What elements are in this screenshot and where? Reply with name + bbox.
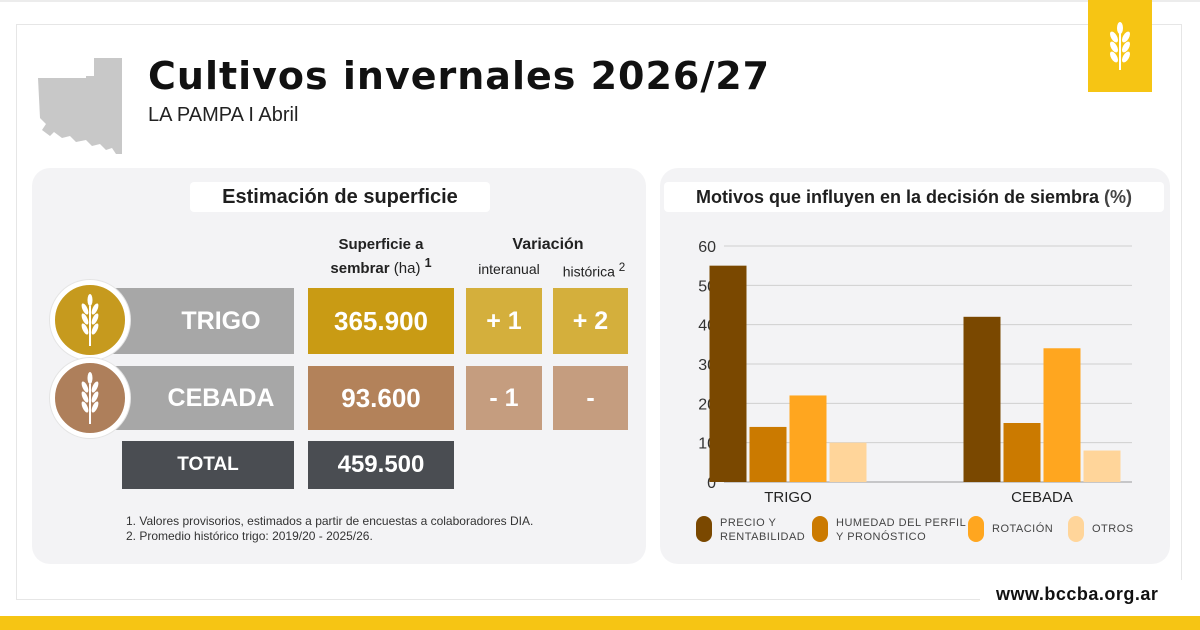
total-value: 459.500 xyxy=(308,441,454,489)
legend-swatch xyxy=(812,516,828,542)
y-tick-label: 0 xyxy=(707,475,716,492)
legend-swatch xyxy=(968,516,984,542)
wheat-icon xyxy=(81,294,99,346)
motives-panel-title: Motivos que influyen en la decisión de s… xyxy=(664,182,1164,212)
footnote-marker-1: 1 xyxy=(424,256,432,270)
column-header-surface-unit: (ha) xyxy=(393,260,421,277)
motives-title-text: Motivos que influyen en la decisión de s… xyxy=(695,186,1100,207)
trigo-crop-badge xyxy=(50,280,130,360)
total-label: TOTAL xyxy=(122,441,294,489)
trigo-interanual-value: + 1 xyxy=(466,288,542,354)
top-divider xyxy=(0,0,1200,2)
cebada-crop-badge xyxy=(50,358,130,438)
footer-url-background xyxy=(980,580,1184,616)
row-label-cebada: CEBADA xyxy=(108,366,294,430)
bar xyxy=(709,265,747,482)
bar xyxy=(749,426,787,482)
footnote-marker-2: 2 xyxy=(618,261,626,274)
chart-legend: PRECIO Y RENTABILIDAD HUMEDAD DEL PERFIL Y … xyxy=(696,516,1156,550)
legend-item: HUMEDAD DEL PERFIL Y PRONÓSTICO xyxy=(812,516,966,544)
trigo-surface-value: 365.900 xyxy=(308,288,454,354)
legend-label: OTROS xyxy=(1092,523,1134,535)
motives-title-unit: (%) xyxy=(1104,186,1133,207)
page-subtitle: LA PAMPA I Abril xyxy=(148,104,299,126)
y-tick-label: 60 xyxy=(698,239,716,256)
legend-item: OTROS xyxy=(1068,516,1134,542)
trigo-historica-value: + 2 xyxy=(553,288,628,354)
column-header-historica: histórica 2 xyxy=(552,261,636,280)
legend-label: PRECIO Y RENTABILIDAD xyxy=(720,517,806,543)
bar xyxy=(1083,450,1121,482)
la-pampa-map-icon xyxy=(38,58,122,154)
legend-label: ROTACIÓN xyxy=(992,523,1054,535)
legend-swatch xyxy=(696,516,712,542)
cebada-historica-value: - xyxy=(553,366,628,430)
legend-item: PRECIO Y RENTABILIDAD xyxy=(696,516,805,544)
footnote-1: 1. Valores provisorios, estimados a part… xyxy=(126,514,534,528)
x-tick-label: CEBADA xyxy=(1011,489,1073,506)
legend-label: HUMEDAD DEL PERFIL Y PRONÓSTICO xyxy=(836,517,967,543)
row-label-trigo: TRIGO xyxy=(108,288,294,354)
column-header-interanual: interanual xyxy=(478,261,540,277)
footnote-2: 2. Promedio histórico trigo: 2019/20 - 2… xyxy=(126,529,373,543)
wheat-icon xyxy=(1110,22,1130,70)
brand-badge xyxy=(1088,0,1152,92)
column-header-surface-label: Superficie a sembrar xyxy=(330,236,424,277)
bar xyxy=(1043,348,1081,482)
cebada-interanual-value: - 1 xyxy=(466,366,542,430)
bar xyxy=(829,442,867,482)
barley-icon xyxy=(81,372,99,424)
legend-item: ROTACIÓN xyxy=(968,516,1053,542)
legend-swatch xyxy=(1068,516,1084,542)
bar xyxy=(963,316,1001,482)
column-header-historica-label: histórica xyxy=(562,263,615,280)
bar xyxy=(789,395,827,482)
column-header-variation: Variación xyxy=(512,236,584,253)
bar xyxy=(1003,423,1041,482)
footer-accent-bar xyxy=(0,616,1200,630)
page-title: Cultivos invernales 2026/27 xyxy=(148,54,771,98)
footer-url[interactable]: www.bccba.org.ar xyxy=(996,584,1159,604)
footnotes: 1. Valores provisorios, estimados a part… xyxy=(126,514,533,544)
cebada-surface-value: 93.600 xyxy=(308,366,454,430)
column-header-surface: Superficie a sembrar (ha) 1 xyxy=(318,236,444,278)
surface-panel-title: Estimación de superficie xyxy=(190,182,490,212)
x-tick-label: TRIGO xyxy=(764,489,812,506)
